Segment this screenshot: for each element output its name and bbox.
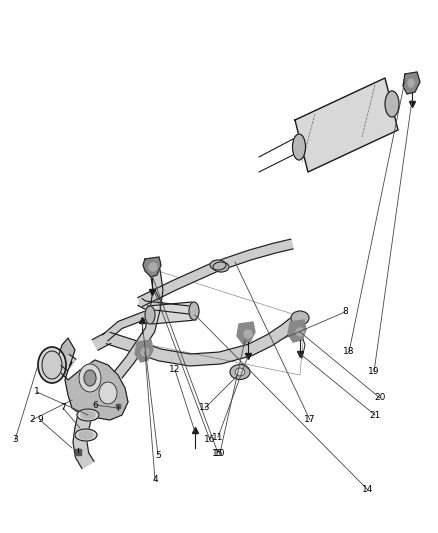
Polygon shape xyxy=(135,340,153,362)
Text: 3: 3 xyxy=(12,435,18,445)
Text: 16: 16 xyxy=(204,435,216,445)
Text: 21: 21 xyxy=(369,410,381,419)
Ellipse shape xyxy=(230,365,250,379)
Ellipse shape xyxy=(75,429,97,441)
Text: 13: 13 xyxy=(199,403,211,413)
Ellipse shape xyxy=(385,91,399,117)
Polygon shape xyxy=(295,78,398,172)
Text: 20: 20 xyxy=(374,393,386,402)
Ellipse shape xyxy=(38,347,66,383)
Ellipse shape xyxy=(84,370,96,386)
Text: 6: 6 xyxy=(92,400,98,409)
Polygon shape xyxy=(148,302,196,324)
Ellipse shape xyxy=(149,263,157,271)
Ellipse shape xyxy=(296,328,304,336)
Ellipse shape xyxy=(293,134,305,160)
Ellipse shape xyxy=(141,348,149,356)
Ellipse shape xyxy=(79,431,93,439)
Ellipse shape xyxy=(291,311,309,325)
Text: 11: 11 xyxy=(212,432,224,441)
Polygon shape xyxy=(403,72,420,94)
Polygon shape xyxy=(138,239,293,306)
Text: 19: 19 xyxy=(368,367,380,376)
Ellipse shape xyxy=(145,306,155,324)
Text: 8: 8 xyxy=(342,308,348,317)
Text: 1: 1 xyxy=(34,387,40,397)
Ellipse shape xyxy=(213,262,229,272)
Text: 4: 4 xyxy=(152,475,158,484)
Polygon shape xyxy=(143,257,161,277)
Ellipse shape xyxy=(81,411,95,419)
Ellipse shape xyxy=(235,368,245,376)
Ellipse shape xyxy=(79,364,101,392)
Ellipse shape xyxy=(244,330,252,338)
Polygon shape xyxy=(58,338,128,420)
Text: 15: 15 xyxy=(212,448,224,457)
Text: 2: 2 xyxy=(29,416,35,424)
Polygon shape xyxy=(92,333,111,350)
Polygon shape xyxy=(237,322,255,344)
Polygon shape xyxy=(61,354,76,370)
Ellipse shape xyxy=(42,351,62,379)
Text: 5: 5 xyxy=(155,450,161,459)
Text: 14: 14 xyxy=(362,486,374,495)
Ellipse shape xyxy=(408,79,414,87)
Polygon shape xyxy=(102,311,148,341)
Text: 17: 17 xyxy=(304,416,316,424)
Text: 10: 10 xyxy=(214,448,226,457)
Polygon shape xyxy=(106,313,304,366)
Polygon shape xyxy=(114,269,163,378)
Text: 7: 7 xyxy=(60,403,66,413)
Polygon shape xyxy=(138,298,198,315)
Ellipse shape xyxy=(189,302,199,320)
Polygon shape xyxy=(73,414,94,469)
Text: 9: 9 xyxy=(37,416,43,424)
Text: 18: 18 xyxy=(343,348,355,357)
Polygon shape xyxy=(288,320,306,342)
Ellipse shape xyxy=(99,382,117,404)
Text: 12: 12 xyxy=(170,366,181,375)
Ellipse shape xyxy=(210,260,226,270)
Ellipse shape xyxy=(77,409,99,421)
